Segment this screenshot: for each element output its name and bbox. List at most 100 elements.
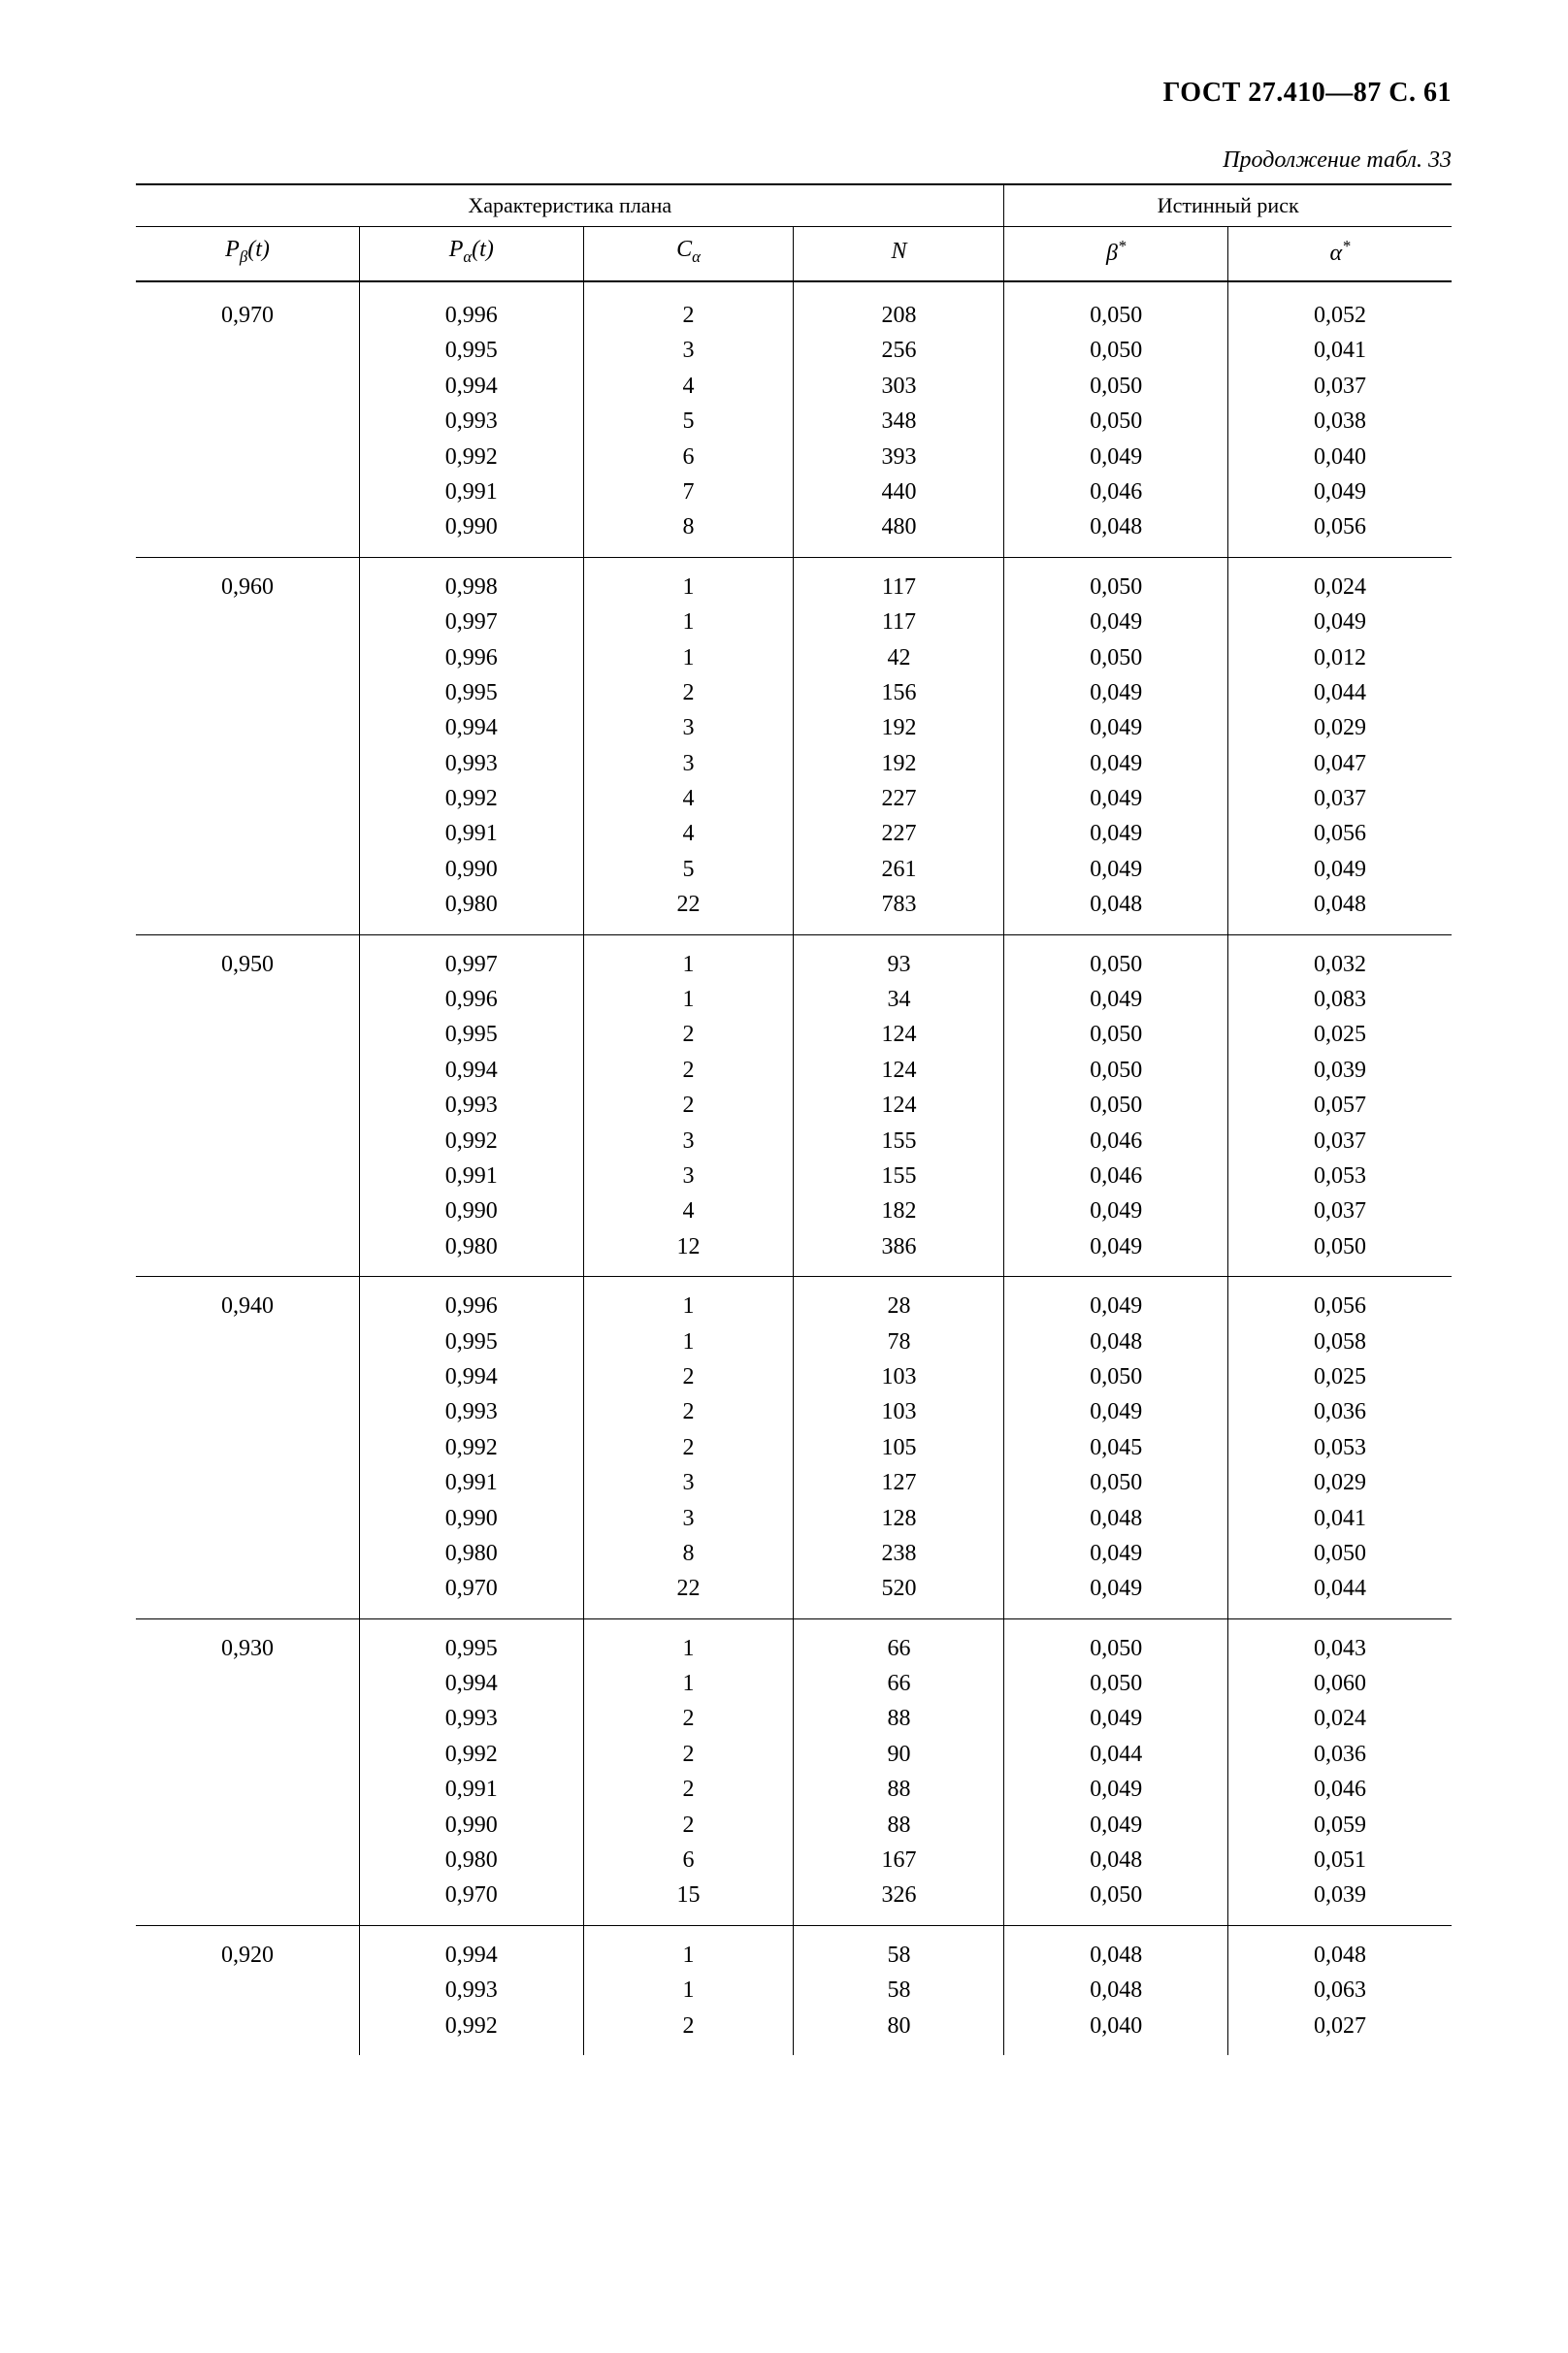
cell-alpha: 0,041	[1227, 333, 1452, 368]
cell-n: 326	[794, 1878, 1004, 1925]
cell-pa: 0,995	[360, 675, 584, 710]
cell-pa: 0,994	[360, 710, 584, 745]
cell-alpha: 0,048	[1227, 1925, 1452, 1973]
cell-n: 386	[794, 1229, 1004, 1277]
cell-beta: 0,050	[1004, 557, 1228, 605]
cell-beta: 0,049	[1004, 982, 1228, 1017]
cell-alpha: 0,063	[1227, 1973, 1452, 2008]
cell-n: 124	[794, 1088, 1004, 1123]
cell-ca: 2	[583, 1808, 794, 1843]
col-header-ca-text: Cα	[676, 237, 701, 262]
cell-pa: 0,970	[360, 1878, 584, 1925]
cell-pa: 0,998	[360, 557, 584, 605]
cell-ca: 3	[583, 710, 794, 745]
cell-alpha: 0,049	[1227, 605, 1452, 639]
cell-alpha: 0,056	[1227, 816, 1452, 851]
cell-pa: 0,996	[360, 281, 584, 333]
cell-n: 208	[794, 281, 1004, 333]
cell-n: 117	[794, 557, 1004, 605]
cell-ca: 1	[583, 1666, 794, 1701]
cell-beta: 0,050	[1004, 1618, 1228, 1666]
cell-beta: 0,049	[1004, 1808, 1228, 1843]
cell-alpha: 0,036	[1227, 1737, 1452, 1772]
cell-beta: 0,050	[1004, 333, 1228, 368]
col-header-alpha: α*	[1227, 227, 1452, 282]
cell-n: 261	[794, 852, 1004, 887]
cell-pa: 0,993	[360, 1973, 584, 2008]
cell-beta: 0,050	[1004, 1053, 1228, 1088]
cell-beta: 0,049	[1004, 710, 1228, 745]
cell-alpha: 0,050	[1227, 1536, 1452, 1571]
cell-n: 128	[794, 1501, 1004, 1536]
group-header-plan: Характеристика плана	[136, 184, 1004, 227]
cell-pa: 0,980	[360, 1229, 584, 1277]
cell-pb: 0,960	[136, 557, 360, 934]
cell-beta: 0,048	[1004, 1324, 1228, 1359]
cell-beta: 0,048	[1004, 1501, 1228, 1536]
cell-alpha: 0,024	[1227, 557, 1452, 605]
cell-pa: 0,997	[360, 934, 584, 982]
cell-alpha: 0,039	[1227, 1878, 1452, 1925]
cell-beta: 0,049	[1004, 1536, 1228, 1571]
cell-n: 238	[794, 1536, 1004, 1571]
cell-pb: 0,930	[136, 1618, 360, 1925]
cell-n: 42	[794, 640, 1004, 675]
cell-pa: 0,996	[360, 640, 584, 675]
cell-alpha: 0,051	[1227, 1843, 1452, 1878]
table-row: 0,9400,9961280,0490,056	[136, 1277, 1452, 1324]
cell-n: 58	[794, 1925, 1004, 1973]
cell-ca: 2	[583, 675, 794, 710]
cell-ca: 1	[583, 1973, 794, 2008]
cell-pa: 0,996	[360, 982, 584, 1017]
cell-pa: 0,993	[360, 746, 584, 781]
cell-beta: 0,050	[1004, 1359, 1228, 1394]
cell-alpha: 0,012	[1227, 640, 1452, 675]
cell-ca: 1	[583, 640, 794, 675]
cell-ca: 1	[583, 1324, 794, 1359]
cell-ca: 1	[583, 1925, 794, 1973]
cell-ca: 3	[583, 333, 794, 368]
cell-n: 80	[794, 2009, 1004, 2055]
cell-alpha: 0,056	[1227, 509, 1452, 557]
cell-alpha: 0,050	[1227, 1229, 1452, 1277]
cell-ca: 5	[583, 404, 794, 439]
cell-pa: 0,994	[360, 1359, 584, 1394]
data-table: Характеристика плана Истинный риск Pβ(t)…	[136, 183, 1452, 2055]
cell-ca: 1	[583, 1618, 794, 1666]
col-header-n: N	[794, 227, 1004, 282]
cell-beta: 0,049	[1004, 1229, 1228, 1277]
cell-n: 66	[794, 1618, 1004, 1666]
cell-beta: 0,049	[1004, 675, 1228, 710]
cell-alpha: 0,047	[1227, 746, 1452, 781]
cell-ca: 15	[583, 1878, 794, 1925]
cell-beta: 0,048	[1004, 887, 1228, 934]
cell-alpha: 0,053	[1227, 1430, 1452, 1465]
cell-alpha: 0,060	[1227, 1666, 1452, 1701]
cell-pa: 0,991	[360, 474, 584, 509]
cell-pa: 0,995	[360, 1618, 584, 1666]
cell-beta: 0,049	[1004, 605, 1228, 639]
cell-n: 117	[794, 605, 1004, 639]
cell-ca: 22	[583, 887, 794, 934]
cell-ca: 4	[583, 816, 794, 851]
cell-beta: 0,050	[1004, 281, 1228, 333]
cell-alpha: 0,037	[1227, 1193, 1452, 1228]
cell-pa: 0,990	[360, 852, 584, 887]
cell-n: 520	[794, 1571, 1004, 1618]
cell-pa: 0,992	[360, 2009, 584, 2055]
cell-ca: 1	[583, 1277, 794, 1324]
cell-n: 124	[794, 1053, 1004, 1088]
table-row: 0,9700,99622080,0500,052	[136, 281, 1452, 333]
cell-beta: 0,049	[1004, 1571, 1228, 1618]
cell-beta: 0,050	[1004, 404, 1228, 439]
cell-beta: 0,046	[1004, 1124, 1228, 1159]
cell-n: 783	[794, 887, 1004, 934]
cell-ca: 4	[583, 1193, 794, 1228]
cell-ca: 2	[583, 1430, 794, 1465]
cell-n: 88	[794, 1701, 1004, 1736]
cell-ca: 2	[583, 1359, 794, 1394]
table-caption: Продолжение табл. 33	[136, 147, 1452, 174]
col-header-beta: β*	[1004, 227, 1228, 282]
cell-ca: 6	[583, 440, 794, 474]
cell-alpha: 0,052	[1227, 281, 1452, 333]
